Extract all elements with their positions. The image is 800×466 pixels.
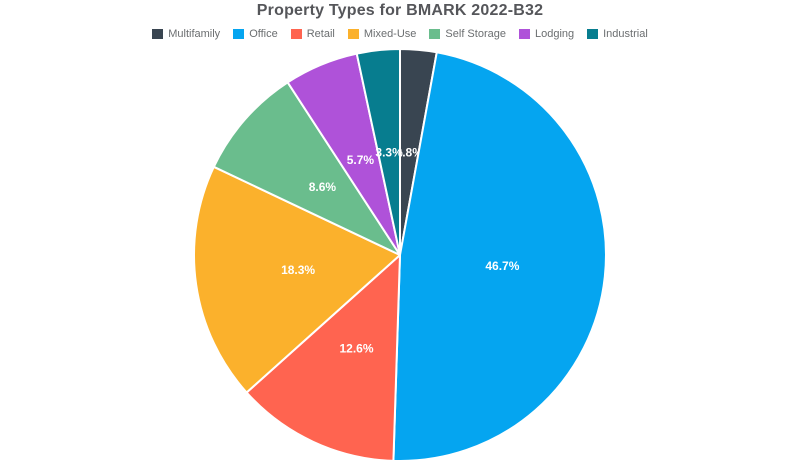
legend-item-office[interactable]: Office [233, 28, 278, 40]
pie-slice-office[interactable] [392, 51, 607, 462]
legend-swatch-retail [290, 29, 302, 39]
legend-swatch-lodging [518, 29, 530, 39]
legend-label-multifamily: Multifamily [168, 28, 221, 40]
legend-item-industrial[interactable]: Industrial [587, 28, 648, 40]
legend-swatch-multifamily [152, 29, 164, 39]
chart-legend: Multifamily Office Retail Mixed-Use Self… [0, 28, 800, 40]
legend-label-industrial: Industrial [603, 28, 648, 40]
pie-slice-retail[interactable] [245, 254, 401, 462]
legend-item-self-storage[interactable]: Self Storage [429, 28, 506, 40]
legend-swatch-mixed-use [347, 29, 359, 39]
pie-slice-mixed-use[interactable] [193, 165, 401, 394]
legend-item-retail[interactable]: Retail [290, 28, 335, 40]
chart-title: Property Types for BMARK 2022-B32 [256, 2, 544, 19]
legend-label-self-storage: Self Storage [445, 28, 506, 40]
legend-label-office: Office [249, 28, 278, 40]
legend-label-retail: Retail [306, 28, 335, 40]
legend-item-lodging[interactable]: Lodging [518, 28, 575, 40]
legend-swatch-office [233, 29, 245, 39]
legend-item-mixed-use[interactable]: Mixed-Use [347, 28, 417, 40]
legend-label-mixed-use: Mixed-Use [363, 28, 417, 40]
pie-slice-industrial[interactable] [355, 48, 401, 256]
legend-swatch-industrial [587, 29, 599, 39]
legend-swatch-self-storage [429, 29, 441, 39]
legend-label-lodging: Lodging [534, 28, 575, 40]
pie-slice-self-storage[interactable] [212, 81, 401, 256]
legend-item-multifamily[interactable]: Multifamily [152, 28, 220, 40]
